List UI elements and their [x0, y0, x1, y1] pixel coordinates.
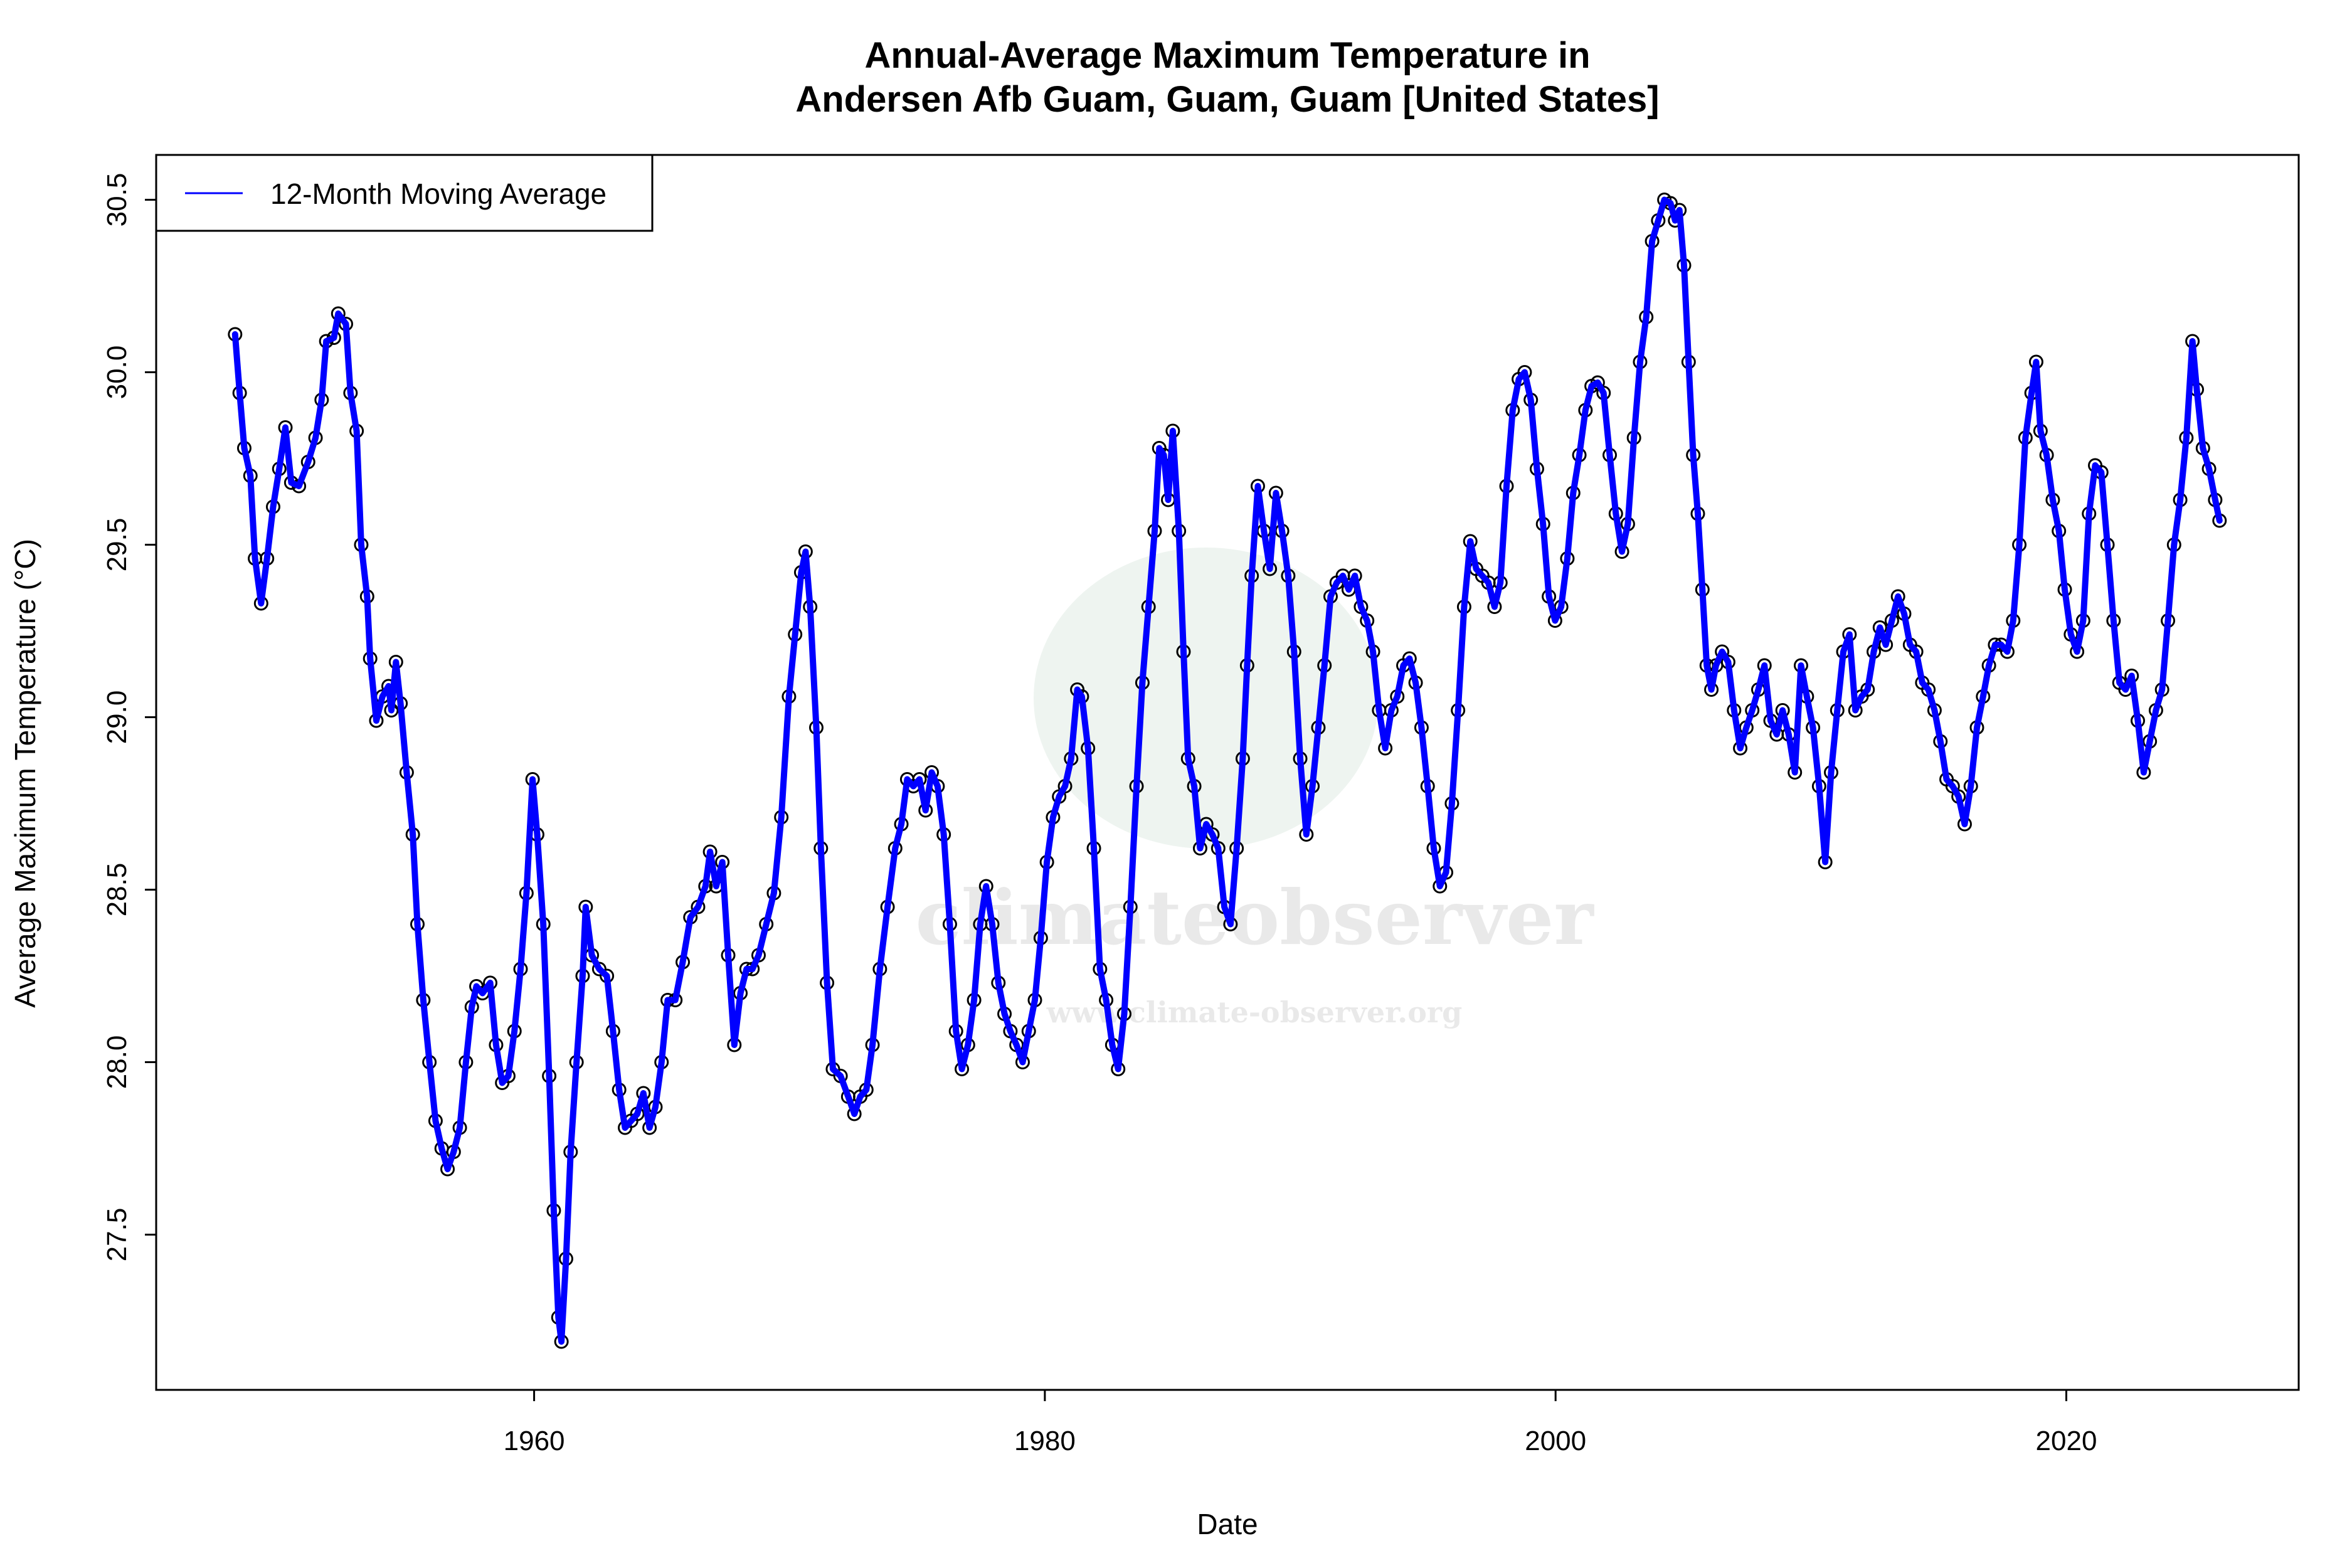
y-tick-label: 27.5: [102, 1208, 132, 1262]
x-tick-label: 2000: [1525, 1426, 1586, 1456]
x-axis-label: Date: [1197, 1508, 1258, 1540]
x-tick-label: 1980: [1014, 1426, 1076, 1456]
chart-title: Annual-Average Maximum Temperature in: [864, 35, 1590, 76]
y-tick-label: 29.5: [102, 518, 132, 572]
y-tick-label: 28.0: [102, 1036, 132, 1089]
x-axis: 1960 1980 2000 2020: [504, 1390, 2097, 1456]
legend-label: 12-Month Moving Average: [270, 177, 607, 210]
watermark-text: climateobserver: [915, 874, 1594, 962]
watermark-logo-icon: [1034, 548, 1379, 849]
y-axis: 27.5 28.0 28.5 29.0 29.5 30.0 30.5: [102, 173, 156, 1262]
series-line: [231, 196, 2223, 1345]
y-tick-label: 28.5: [102, 863, 132, 917]
chart-subtitle: Andersen Afb Guam, Guam, Guam [United St…: [795, 79, 1659, 120]
y-tick-label: 29.0: [102, 691, 132, 744]
plot-frame: [155, 154, 2300, 1391]
plot-marks: [228, 193, 2227, 1349]
legend: 12-Month Moving Average: [155, 154, 654, 232]
x-tick-label: 1960: [504, 1426, 565, 1456]
watermark-url: www.climate-observer.org: [1046, 995, 1463, 1029]
x-tick-label: 2020: [2036, 1426, 2097, 1456]
y-tick-label: 30.0: [102, 346, 132, 400]
y-axis-label: Average Maximum Temperature (°C): [9, 539, 41, 1008]
y-tick-label: 30.5: [102, 173, 132, 227]
